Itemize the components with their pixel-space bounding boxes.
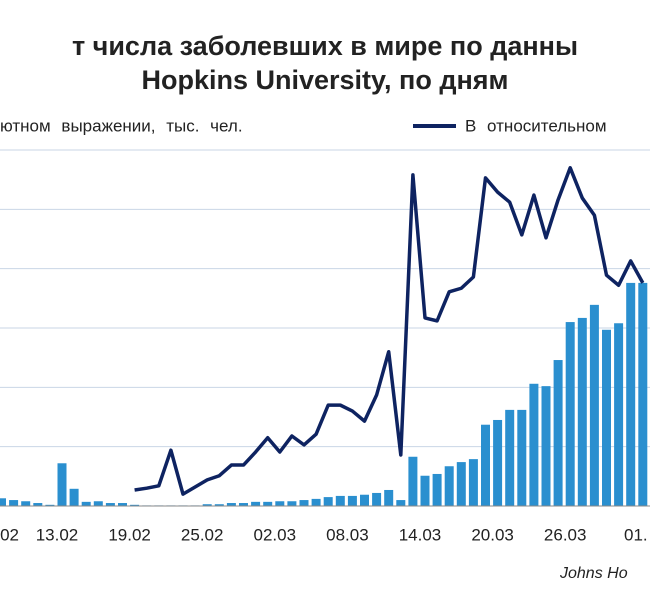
bar — [239, 503, 248, 506]
bar — [263, 501, 273, 506]
bar — [384, 489, 394, 506]
bar — [226, 503, 236, 506]
bar — [105, 503, 115, 506]
bar — [81, 501, 91, 506]
bar — [45, 504, 55, 506]
legend-label: В относительном — [465, 116, 607, 135]
bar — [505, 409, 515, 506]
line — [134, 166, 645, 496]
bar — [565, 322, 575, 506]
bar — [275, 501, 285, 506]
x-tick-label: 02 — [0, 525, 19, 544]
bar — [287, 501, 297, 506]
bar — [335, 495, 345, 506]
bar — [432, 473, 442, 506]
bar — [214, 504, 224, 506]
bar — [21, 501, 31, 506]
chart-title: Hopkins University, по дням — [141, 65, 508, 95]
x-tick-label: 08.03 — [326, 525, 369, 544]
bar — [468, 459, 478, 506]
legend-label: ютном выражении, тыс. чел. — [0, 116, 243, 135]
bar — [251, 501, 261, 506]
bar — [69, 488, 79, 506]
bar — [577, 317, 587, 506]
bar — [202, 504, 212, 506]
bar — [589, 304, 599, 506]
x-tick-label: 01. — [624, 525, 648, 544]
bar — [408, 456, 418, 506]
x-tick-label: 14.03 — [399, 525, 442, 544]
bar — [481, 424, 490, 506]
x-tick-label: 20.03 — [471, 525, 514, 544]
bar — [444, 466, 454, 506]
bar — [93, 501, 103, 506]
bar — [57, 463, 67, 506]
bar — [541, 386, 551, 506]
bar — [130, 504, 140, 506]
bar — [456, 462, 466, 506]
x-tick-label: 25.02 — [181, 525, 224, 544]
bar — [323, 497, 333, 506]
bar — [626, 282, 636, 506]
bar — [372, 492, 382, 506]
bar — [553, 360, 563, 506]
x-tick-label: 13.02 — [36, 525, 79, 544]
bar — [420, 475, 430, 506]
bar — [311, 498, 321, 506]
bar — [529, 383, 539, 506]
bar — [360, 494, 369, 506]
bar — [602, 329, 611, 506]
x-tick-label: 26.03 — [544, 525, 587, 544]
bar — [517, 409, 527, 506]
x-tick-label: 02.03 — [254, 525, 297, 544]
bar — [638, 282, 648, 506]
bar — [118, 503, 127, 506]
source: Johns Ho — [559, 565, 628, 582]
bar — [9, 500, 19, 506]
bar — [396, 500, 406, 506]
chart-title: т числа заболевших в мире по данны — [72, 31, 578, 61]
bar — [33, 503, 43, 506]
bar — [0, 498, 6, 506]
bar — [493, 419, 503, 506]
bar — [299, 500, 309, 506]
bar — [614, 323, 624, 506]
bar — [347, 495, 357, 506]
x-tick-label: 19.02 — [108, 525, 151, 544]
